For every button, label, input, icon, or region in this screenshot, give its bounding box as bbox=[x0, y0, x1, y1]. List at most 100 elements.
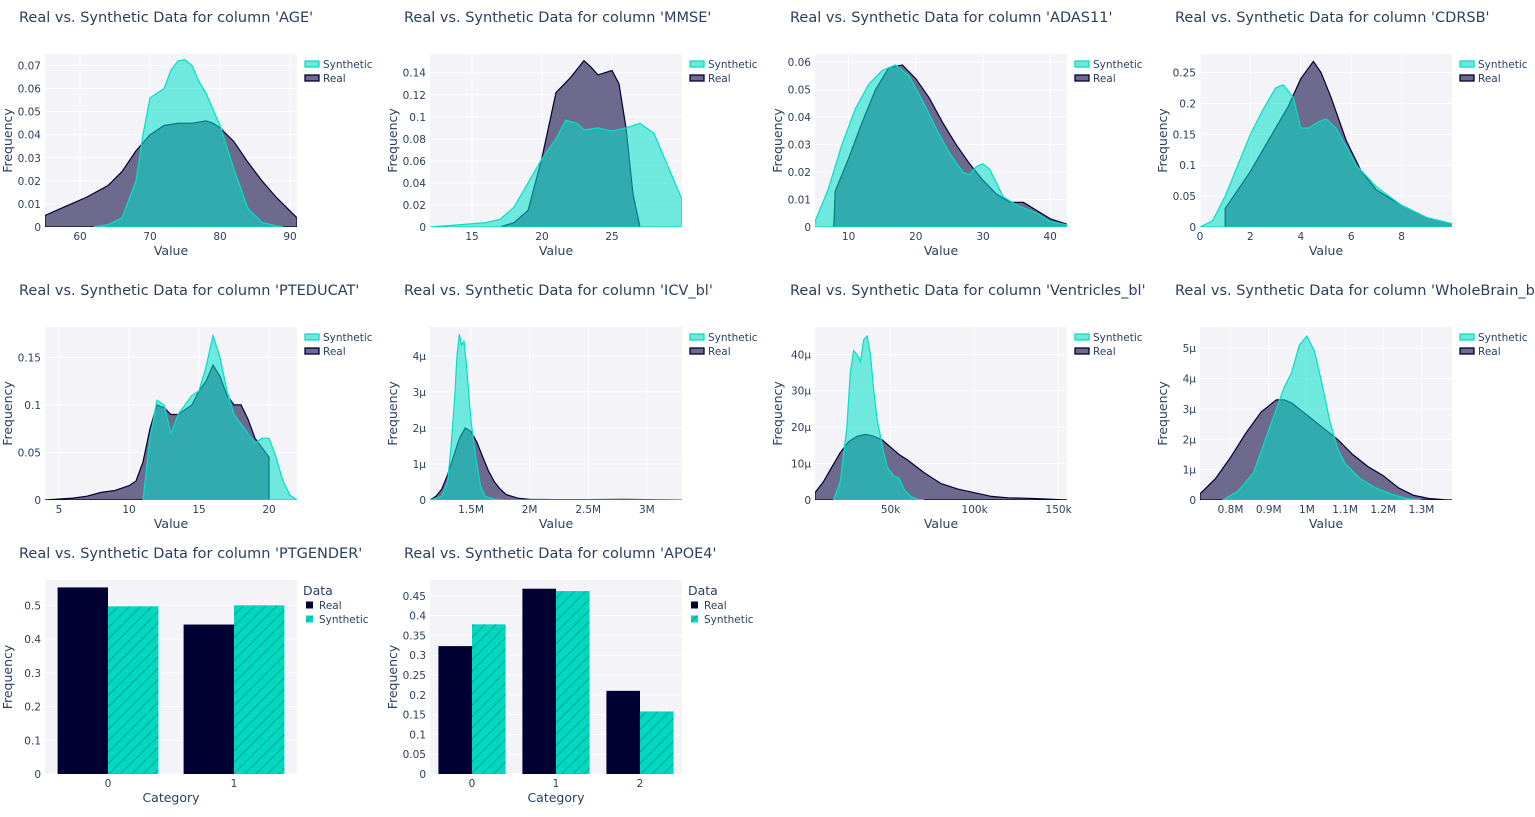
legend-swatch-synthetic bbox=[306, 615, 313, 623]
y-tick-label: 0.15 bbox=[403, 710, 426, 722]
x-tick-label: 2 bbox=[637, 778, 644, 790]
y-tick-label: 0.25 bbox=[1173, 68, 1196, 80]
y-tick-label: 0.3 bbox=[24, 668, 41, 680]
x-axis-label: Category bbox=[527, 790, 585, 805]
x-tick-label: 1.2M bbox=[1370, 504, 1396, 516]
bar-synthetic-0 bbox=[472, 624, 506, 774]
y-tick-label: 0.03 bbox=[788, 140, 811, 152]
y-tick-label: 40μ bbox=[791, 349, 811, 361]
y-tick-label: 20μ bbox=[791, 422, 811, 434]
legend-title: Data bbox=[688, 583, 718, 598]
x-axis-label: Value bbox=[1309, 516, 1344, 531]
x-tick-label: 1M bbox=[1299, 504, 1315, 516]
x-tick-label: 8 bbox=[1398, 231, 1405, 243]
y-axis-label: Frequency bbox=[1155, 108, 1170, 173]
y-tick-label: 0.15 bbox=[1173, 129, 1196, 141]
y-tick-label: 1μ bbox=[1183, 465, 1197, 477]
chart-title: Real vs. Synthetic Data for column 'ICV_… bbox=[404, 283, 713, 299]
y-axis-label: Frequency bbox=[0, 381, 15, 446]
legend-swatch-real bbox=[304, 347, 320, 355]
legend-label: Synthetic bbox=[1478, 332, 1528, 344]
x-tick-label: 15 bbox=[192, 504, 205, 516]
x-tick-label: 50k bbox=[881, 504, 901, 516]
x-tick-label: 1.1M bbox=[1332, 504, 1358, 516]
y-axis-label: Frequency bbox=[0, 644, 15, 709]
x-tick-label: 1 bbox=[231, 778, 238, 790]
y-tick-label: 4μ bbox=[413, 351, 427, 363]
density-area-synthetic bbox=[430, 334, 682, 500]
x-axis-label: Category bbox=[142, 790, 200, 805]
x-tick-label: 30 bbox=[976, 231, 989, 243]
x-tick-label: 2M bbox=[522, 504, 538, 516]
y-tick-label: 0 bbox=[34, 222, 41, 234]
bar-real-2 bbox=[606, 690, 640, 774]
y-tick-label: 0.25 bbox=[403, 670, 426, 682]
y-tick-label: 0.45 bbox=[403, 591, 426, 603]
x-tick-label: 90 bbox=[283, 231, 296, 243]
y-tick-label: 0 bbox=[1189, 495, 1196, 507]
legend-label: Real bbox=[704, 600, 727, 612]
legend-label: Real bbox=[323, 346, 346, 358]
legend-swatch-synthetic bbox=[1074, 60, 1090, 68]
x-tick-label: 0 bbox=[1197, 231, 1204, 243]
y-tick-label: 0.06 bbox=[18, 84, 42, 96]
legend-label: Real bbox=[1093, 346, 1116, 358]
chart-panel-10: Real vs. Synthetic Data for column 'APOE… bbox=[385, 546, 754, 805]
y-axis-label: Frequency bbox=[385, 108, 400, 173]
bar-synthetic-1 bbox=[556, 591, 590, 774]
legend-label: Synthetic bbox=[323, 59, 373, 71]
chart-title: Real vs. Synthetic Data for column 'ADAS… bbox=[790, 10, 1112, 26]
x-tick-label: 70 bbox=[143, 231, 156, 243]
y-tick-label: 0.03 bbox=[18, 153, 41, 165]
legend-swatch-real bbox=[304, 74, 320, 82]
x-tick-label: 0 bbox=[105, 778, 112, 790]
chart-panel-9: Real vs. Synthetic Data for column 'PTGE… bbox=[0, 546, 369, 805]
y-axis-label: Frequency bbox=[770, 381, 785, 446]
y-tick-label: 2μ bbox=[413, 423, 427, 435]
y-tick-label: 0.04 bbox=[788, 112, 812, 124]
legend-label: Synthetic bbox=[1478, 59, 1528, 71]
chart-title: Real vs. Synthetic Data for column 'AGE' bbox=[19, 10, 313, 26]
y-tick-label: 0 bbox=[419, 222, 426, 234]
x-axis-label: Value bbox=[154, 516, 189, 531]
y-tick-label: 0.02 bbox=[788, 167, 811, 179]
y-tick-label: 0.02 bbox=[403, 200, 426, 212]
y-tick-label: 0.5 bbox=[24, 600, 41, 612]
chart-title: Real vs. Synthetic Data for column 'PTED… bbox=[19, 283, 359, 299]
y-tick-label: 0.2 bbox=[1179, 98, 1196, 110]
x-axis-label: Value bbox=[924, 243, 959, 258]
chart-panel-6: Real vs. Synthetic Data for column 'ICV_… bbox=[385, 283, 758, 531]
y-tick-label: 0.4 bbox=[24, 634, 41, 646]
x-axis-label: Value bbox=[539, 243, 574, 258]
y-tick-label: 0 bbox=[419, 769, 426, 781]
legend-label: Synthetic bbox=[1093, 59, 1143, 71]
y-tick-label: 0 bbox=[804, 495, 811, 507]
y-tick-label: 1μ bbox=[413, 459, 427, 471]
chart-title: Real vs. Synthetic Data for column 'MMSE… bbox=[404, 10, 711, 26]
bar-synthetic-1 bbox=[234, 605, 285, 774]
x-tick-label: 2 bbox=[1247, 231, 1254, 243]
x-tick-label: 1.3M bbox=[1409, 504, 1435, 516]
chart-title: Real vs. Synthetic Data for column 'CDRS… bbox=[1175, 10, 1490, 26]
x-tick-label: 0.9M bbox=[1256, 504, 1282, 516]
legend-label: Real bbox=[1478, 73, 1501, 85]
y-tick-label: 0.12 bbox=[403, 90, 426, 102]
legend-label: Synthetic bbox=[319, 614, 369, 626]
density-area-synthetic bbox=[1221, 335, 1422, 500]
y-tick-label: 0.35 bbox=[403, 630, 426, 642]
y-tick-label: 0 bbox=[34, 769, 41, 781]
chart-panel-1: Real vs. Synthetic Data for column 'AGE'… bbox=[0, 10, 373, 258]
y-tick-label: 3μ bbox=[413, 387, 427, 399]
legend-swatch-real bbox=[689, 74, 705, 82]
legend-title: Data bbox=[303, 583, 333, 598]
y-tick-label: 0.2 bbox=[409, 690, 426, 702]
legend-swatch-real bbox=[1459, 74, 1475, 82]
chart-panel-5: Real vs. Synthetic Data for column 'PTED… bbox=[0, 283, 373, 531]
y-tick-label: 0 bbox=[34, 495, 41, 507]
legend-swatch-real bbox=[306, 601, 313, 609]
x-tick-label: 6 bbox=[1348, 231, 1355, 243]
legend-label: Real bbox=[319, 600, 342, 612]
y-tick-label: 2μ bbox=[1183, 434, 1197, 446]
y-axis-label: Frequency bbox=[770, 108, 785, 173]
chart-panel-3: Real vs. Synthetic Data for column 'ADAS… bbox=[770, 10, 1143, 258]
